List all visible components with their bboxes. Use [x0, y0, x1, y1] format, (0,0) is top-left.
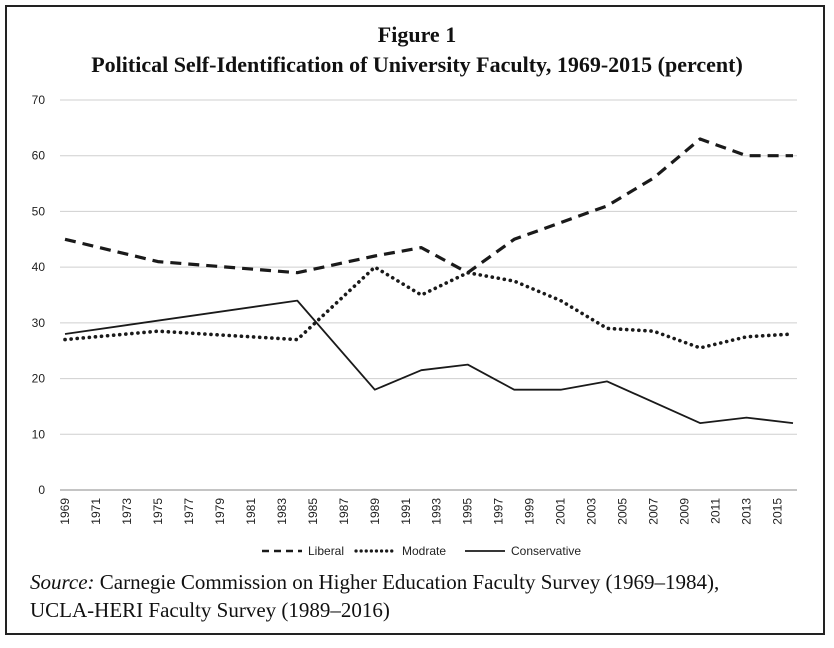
x-tick-label: 1983: [275, 498, 289, 525]
source-line-1: Carnegie Commission on Higher Education …: [99, 570, 720, 594]
x-tick-label: 2009: [678, 498, 692, 525]
y-tick-label: 10: [32, 427, 46, 441]
x-axis-ticks: 1969 1971 1973 1975 1977 1979 1981 1983 1985 1987…: [58, 498, 785, 525]
figure-frame: [5, 5, 825, 635]
x-tick-label: 1969: [58, 498, 72, 525]
x-tick-label: 1989: [368, 498, 382, 525]
gridlines: [60, 99, 797, 491]
x-tick-label: 1977: [182, 498, 196, 525]
figure-label: Figure 1: [377, 22, 457, 47]
y-tick-label: 30: [32, 316, 46, 330]
x-tick-label: 1997: [492, 498, 506, 525]
legend-label: Modrate: [402, 544, 446, 558]
x-tick-label: 2001: [554, 498, 568, 525]
x-tick-label: 2003: [585, 498, 599, 525]
chart-title: Political Self-Identification of Univers…: [91, 52, 743, 77]
series-line-modrate: [63, 265, 795, 350]
x-tick-label: 1991: [399, 498, 413, 525]
y-tick-label: 60: [32, 149, 46, 163]
x-tick-label: 1987: [337, 498, 351, 525]
source-label: Source:: [30, 570, 95, 594]
x-tick-label: 2005: [616, 498, 630, 525]
source-line-2: UCLA-HERI Faculty Survey (1989–2016): [30, 598, 390, 622]
x-tick-label: 1975: [151, 498, 165, 525]
x-tick-label: 1999: [523, 498, 537, 525]
x-tick-label: 1985: [306, 498, 320, 525]
x-tick-label: 1979: [213, 498, 227, 525]
y-tick-label: 70: [32, 93, 46, 107]
x-tick-label: 2015: [771, 498, 785, 525]
y-tick-label: 50: [32, 204, 46, 218]
x-tick-label: 1981: [244, 498, 258, 525]
legend-label: Conservative: [511, 544, 581, 558]
series-lines: [63, 137, 795, 424]
x-tick-label: 2007: [647, 498, 661, 525]
x-tick-label: 1973: [120, 498, 134, 525]
series-line-liberal: [64, 137, 793, 275]
y-tick-label: 20: [32, 372, 46, 386]
x-tick-label: 1993: [430, 498, 444, 525]
y-axis-ticks: 0 10 20 30 40 50 60 70: [32, 93, 46, 497]
source-note: Source: Carnegie Commission on Higher Ed…: [30, 568, 820, 624]
x-tick-label: 1971: [89, 498, 103, 525]
x-tick-label: 2013: [740, 498, 754, 525]
legend: Liberal Modrate Conservative: [262, 544, 581, 558]
legend-label: Liberal: [308, 544, 344, 558]
series-line-conservative: [64, 299, 794, 424]
y-tick-label: 0: [38, 483, 45, 497]
x-tick-label: 1995: [461, 498, 475, 525]
x-tick-label: 2011: [709, 498, 723, 524]
y-tick-label: 40: [32, 260, 46, 274]
